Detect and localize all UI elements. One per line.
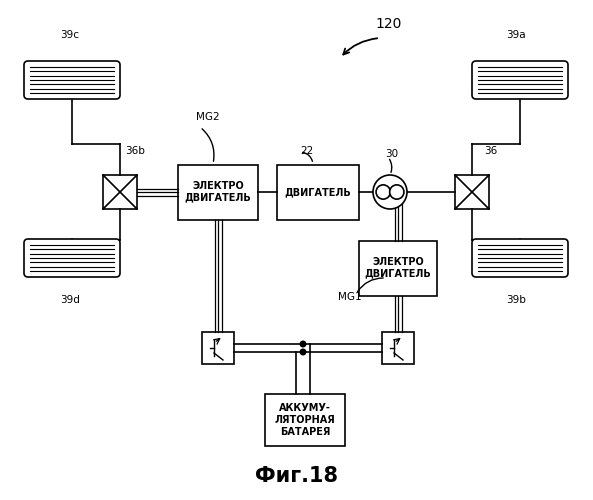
FancyBboxPatch shape <box>24 61 120 99</box>
Text: 120: 120 <box>375 17 401 31</box>
Text: АККУМУ-
ЛЯТОРНАЯ
БАТАРЕЯ: АККУМУ- ЛЯТОРНАЯ БАТАРЕЯ <box>275 404 336 436</box>
Bar <box>103 175 137 209</box>
FancyBboxPatch shape <box>24 239 120 277</box>
Text: 30: 30 <box>385 149 398 159</box>
Text: 22: 22 <box>300 146 313 156</box>
Bar <box>178 164 258 220</box>
Bar <box>202 332 234 364</box>
Text: 36b: 36b <box>125 146 145 156</box>
FancyBboxPatch shape <box>472 239 568 277</box>
Bar <box>382 332 414 364</box>
Text: ЭЛЕКТРО
ДВИГАТЕЛЬ: ЭЛЕКТРО ДВИГАТЕЛЬ <box>184 181 251 203</box>
Circle shape <box>300 341 306 347</box>
Bar <box>359 240 437 296</box>
Text: MG2: MG2 <box>196 112 219 122</box>
Bar <box>277 164 359 220</box>
Text: 39c: 39c <box>60 30 79 40</box>
Circle shape <box>376 185 390 199</box>
Circle shape <box>390 185 404 199</box>
Text: 39d: 39d <box>60 295 80 305</box>
Text: MG1: MG1 <box>338 292 362 302</box>
Circle shape <box>300 349 306 355</box>
Bar <box>455 175 489 209</box>
Text: 39b: 39b <box>506 295 526 305</box>
Text: ДВИГАТЕЛЬ: ДВИГАТЕЛЬ <box>285 187 352 197</box>
Circle shape <box>373 175 407 209</box>
Text: Фиг.18: Фиг.18 <box>254 466 337 486</box>
FancyBboxPatch shape <box>472 61 568 99</box>
Text: ЭЛЕКТРО
ДВИГАТЕЛЬ: ЭЛЕКТРО ДВИГАТЕЛЬ <box>365 257 431 279</box>
Text: 39a: 39a <box>506 30 525 40</box>
Text: 36: 36 <box>484 146 498 156</box>
Bar <box>265 394 345 446</box>
